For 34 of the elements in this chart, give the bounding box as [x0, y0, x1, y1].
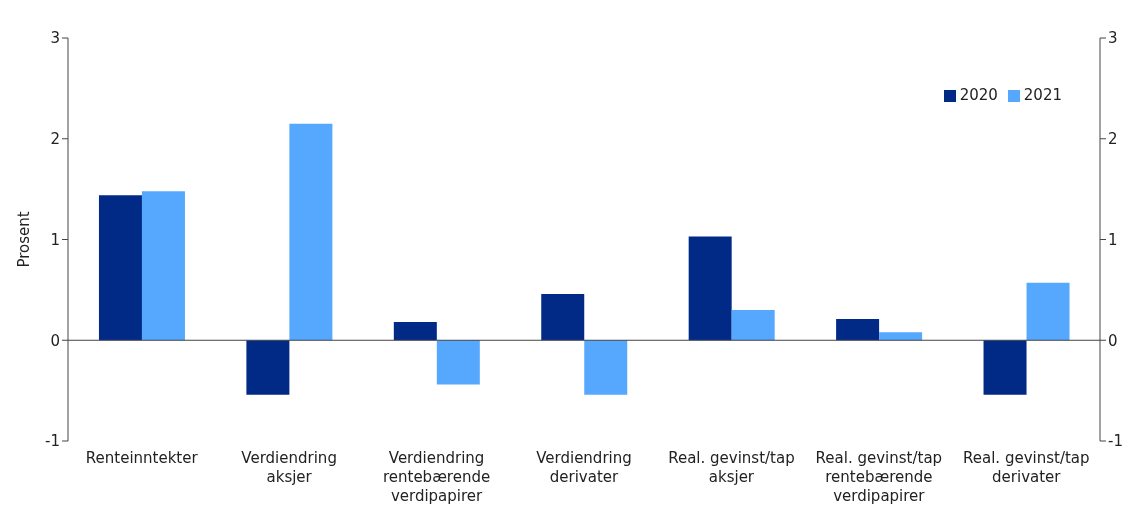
x-tick-label: Verdiendring derivater [536, 449, 632, 486]
bar [436, 340, 480, 385]
y-tick-label: 3 [50, 29, 60, 48]
y2-tick-label: 2 [1108, 130, 1118, 149]
y2-tick-label: -1 [1108, 432, 1123, 451]
bar [688, 236, 732, 341]
x-tick-label: Real. gevinst/tap aksjer [668, 449, 795, 486]
bar [983, 340, 1027, 395]
y2-tick-label: 0 [1108, 331, 1118, 350]
y2-tick-label: 3 [1108, 29, 1118, 48]
y-tick-label: 2 [50, 130, 60, 149]
bar [1026, 282, 1070, 341]
y-tick-label: -1 [45, 432, 60, 451]
x-tick-label: Real. gevinst/tap derivater [963, 449, 1090, 486]
bar [836, 319, 880, 341]
bar [98, 195, 142, 341]
bar [289, 123, 333, 341]
bar [879, 332, 923, 341]
y-tick-label: 0 [50, 331, 60, 350]
x-tick-label: Verdiendring aksjer [241, 449, 337, 486]
bar [246, 340, 290, 395]
x-tick-label: Renteinntekter [85, 449, 199, 467]
y2-tick-label: 1 [1108, 230, 1118, 249]
x-tick-label: Verdiendring rentebærende verdipapirer [382, 449, 491, 505]
y-axis-title: Prosent [15, 211, 34, 268]
legend-label: 2021 [1023, 86, 1062, 104]
legend-label: 2020 [959, 86, 998, 104]
y-tick-label: 1 [50, 230, 60, 249]
bar [141, 191, 185, 341]
bar [541, 293, 585, 341]
bar [584, 340, 628, 395]
bar [393, 322, 437, 341]
x-tick-label: Real. gevinst/tap rentebærende verdipapirer [815, 449, 943, 505]
bar [731, 310, 775, 341]
